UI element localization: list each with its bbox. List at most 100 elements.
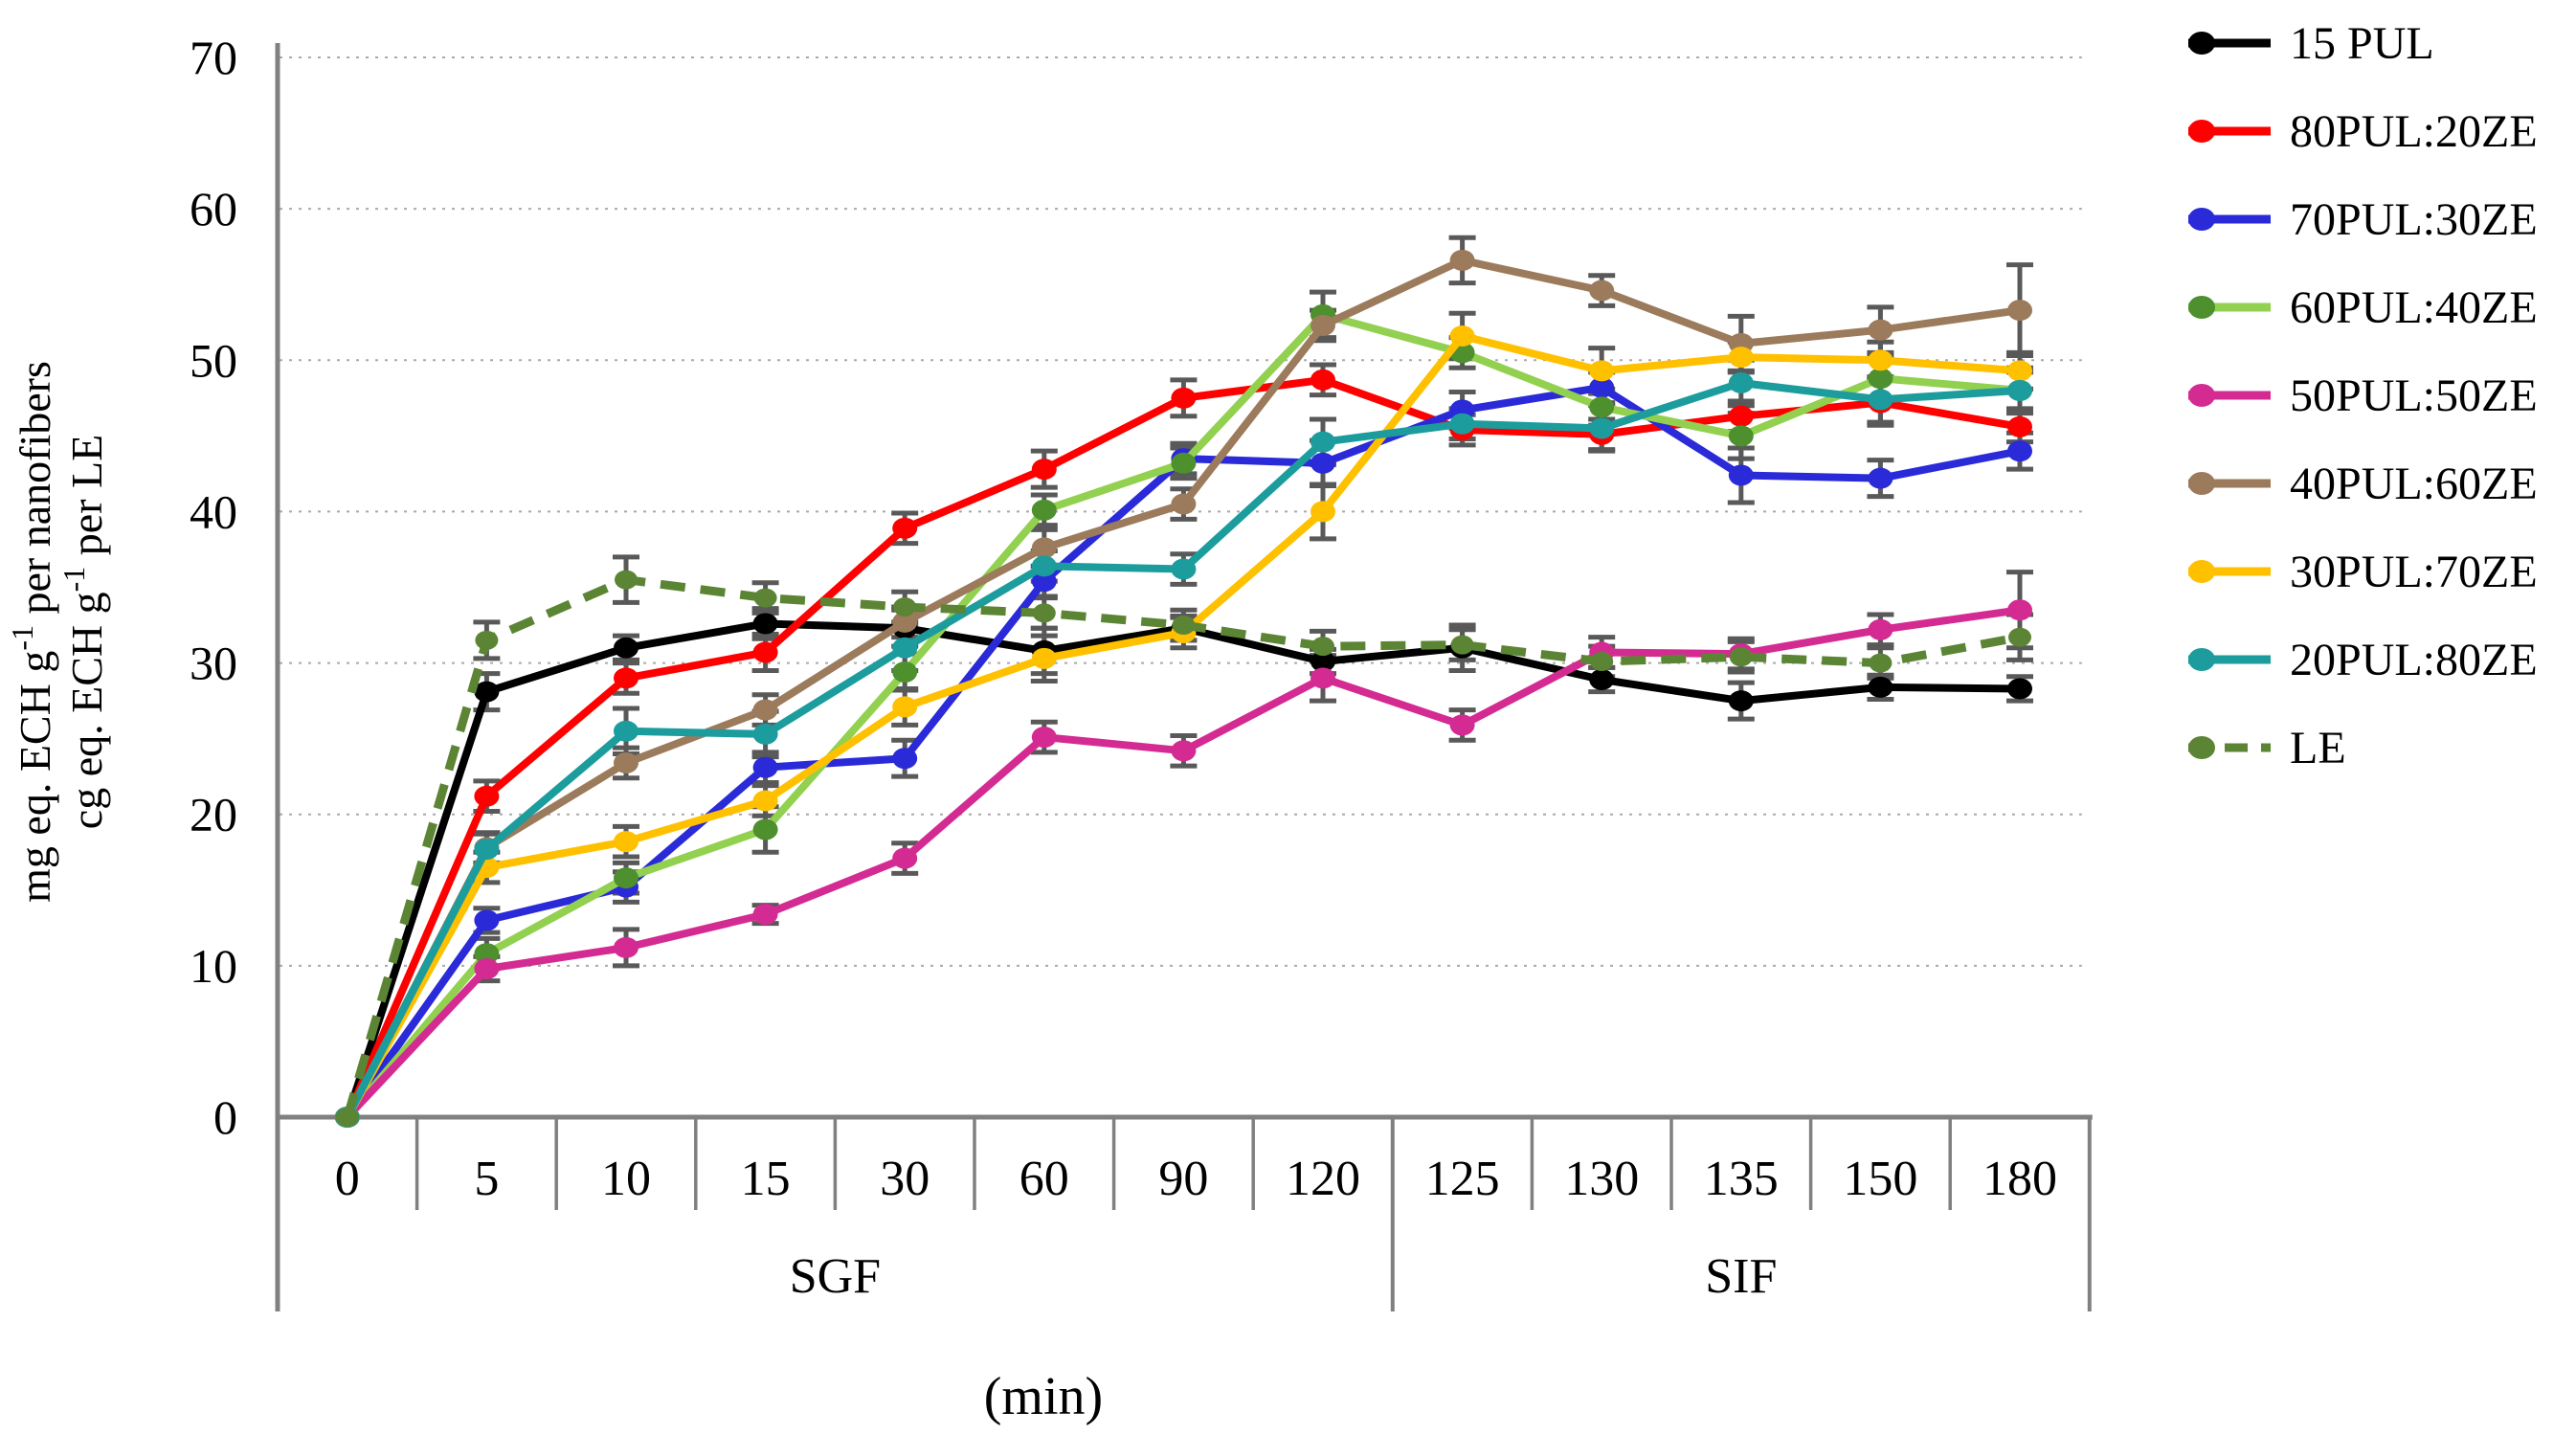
data-point [892, 696, 918, 718]
x-tick-label: 180 [1982, 1152, 2057, 1206]
legend-marker [2188, 736, 2215, 759]
x-tick-labels: 0 5 10 15 30 60 90 120 125 130 135 150 180 [335, 1152, 2057, 1206]
x-tick-label: 130 [1564, 1152, 1639, 1206]
data-point [1171, 452, 1197, 474]
data-point [1589, 360, 1615, 382]
y-axis-label-line: mg eq. ECH g-1 per nanofibers [5, 361, 59, 903]
data-point [1728, 372, 1754, 394]
data-point [1310, 650, 1335, 672]
legend-item-60pul-40ze: 60PUL:40ZE [2188, 282, 2538, 333]
data-point [1310, 369, 1335, 391]
series-50pul-50ze [334, 599, 2032, 1128]
data-point [1449, 714, 1475, 736]
data-point [614, 637, 638, 659]
data-point [1310, 314, 1335, 336]
data-point [2007, 379, 2032, 401]
data-point [892, 661, 918, 683]
legend-marker [2188, 560, 2215, 583]
y-axis-label-line: cg eq. ECH g-1 per LE [56, 435, 111, 829]
data-point [1728, 464, 1754, 486]
data-point [1031, 537, 1057, 559]
data-point [474, 681, 500, 703]
data-point [614, 751, 638, 773]
legend-label: 70PUL:30ZE [2290, 194, 2538, 245]
data-point [614, 720, 638, 742]
data-point [474, 909, 500, 931]
x-tick-label: 30 [880, 1152, 930, 1206]
data-point [752, 699, 778, 721]
data-point [1728, 405, 1754, 427]
data-point [892, 517, 918, 539]
data-point [1589, 376, 1615, 398]
data-point [1728, 425, 1754, 447]
data-point [1031, 555, 1057, 577]
x-tick-label: 150 [1843, 1152, 1917, 1206]
legend-marker [2188, 648, 2215, 671]
x-tick-label: 125 [1425, 1152, 1500, 1206]
data-point [1868, 676, 1893, 698]
data-point [1729, 647, 1753, 667]
data-point [1450, 635, 1474, 655]
y-tick-label: 50 [190, 333, 237, 387]
legend-item-80pul-20ze: 80PUL:20ZE [2188, 106, 2538, 157]
data-point [752, 723, 778, 745]
legend-label: 30PUL:70ZE [2290, 547, 2538, 597]
data-point [1171, 493, 1197, 515]
data-point [474, 943, 500, 965]
data-point [1031, 571, 1057, 593]
error-bars [473, 235, 2033, 984]
legend-label: 50PUL:50ZE [2290, 370, 2538, 421]
data-point [1728, 347, 1754, 369]
data-point [1590, 651, 1614, 671]
series-le [335, 570, 2031, 1127]
legend-marker [2188, 32, 2215, 55]
data-point [1449, 249, 1475, 271]
data-point [1869, 653, 1893, 673]
legend-item-70pul-30ze: 70PUL:30ZE [2188, 194, 2538, 245]
legend-marker [2188, 208, 2215, 231]
series-60pul-40ze [334, 303, 2032, 1128]
data-point [1032, 603, 1056, 623]
data-point [1589, 417, 1615, 439]
legend-marker [2188, 120, 2215, 143]
data-point [1449, 413, 1475, 435]
y-tick-label: 10 [190, 939, 237, 993]
data-point [335, 1108, 359, 1127]
x-tick-label: 0 [335, 1152, 360, 1206]
data-point [1589, 280, 1615, 302]
data-point [892, 637, 918, 659]
data-point [1031, 459, 1057, 481]
data-point [752, 904, 778, 926]
y-tick-label: 20 [190, 788, 237, 841]
data-point [753, 588, 777, 608]
data-point [474, 958, 500, 980]
legend: 15 PUL 80PUL:20ZE 70PUL:30ZE 60PUL:40ZE 50PU… [2188, 18, 2538, 773]
data-point [1868, 349, 1893, 371]
data-point [1031, 727, 1057, 749]
data-point [892, 847, 918, 869]
data-point [2007, 300, 2032, 322]
data-point [1031, 647, 1057, 669]
data-point [615, 570, 638, 590]
data-point [2007, 440, 2032, 462]
series-line [344, 310, 2021, 1120]
legend-label: 20PUL:80ZE [2290, 635, 2538, 685]
data-point [752, 756, 778, 778]
data-point [474, 785, 500, 807]
legend-item-50pul-50ze: 50PUL:50ZE [2188, 370, 2538, 421]
y-tick-label: 40 [190, 484, 237, 538]
data-point [1868, 389, 1893, 411]
sif-group-label: SIF [1705, 1249, 1777, 1304]
data-point [1868, 618, 1893, 640]
data-point [1868, 368, 1893, 390]
x-tick-label: 135 [1704, 1152, 1779, 1206]
data-point [752, 818, 778, 840]
data-point [892, 748, 918, 770]
data-point [1868, 467, 1893, 489]
legend-label: 80PUL:20ZE [2290, 106, 2538, 157]
data-point [1171, 558, 1197, 580]
data-point [2008, 627, 2031, 647]
x-axis-unit-label: (min) [984, 1367, 1103, 1426]
